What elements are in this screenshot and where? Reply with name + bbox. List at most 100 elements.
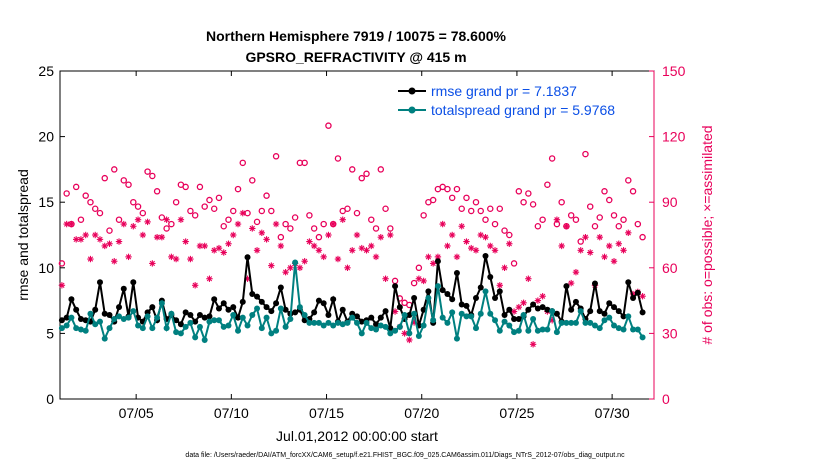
assimilated-obs-point [477, 231, 484, 239]
rmse-point [511, 315, 518, 322]
totalspread-point [77, 326, 84, 333]
possible-obs-point [282, 220, 289, 228]
assimilated-obs-point [625, 229, 632, 237]
assimilated-obs-point [606, 242, 613, 250]
rmse-point [177, 321, 184, 328]
rmse-point [225, 306, 232, 313]
assimilated-obs-point [196, 242, 204, 250]
totalspread-point [239, 314, 246, 321]
assimilated-obs-point [577, 247, 584, 254]
totalspread-point [320, 322, 327, 329]
totalspread-point [206, 318, 213, 325]
rmse-point [182, 309, 189, 316]
rmse-point [444, 291, 451, 298]
rmse-point [411, 294, 418, 301]
possible-obs-point [358, 174, 366, 182]
possible-obs-point [191, 212, 199, 219]
possible-obs-point [239, 159, 247, 167]
assimilated-obs-point [301, 258, 308, 265]
right-y-tick-label: 30 [662, 325, 678, 341]
assimilated-obs-point [144, 218, 151, 226]
rmse-point [515, 315, 522, 322]
totalspread-point [68, 314, 75, 321]
totalspread-point [639, 334, 646, 341]
possible-obs-point [111, 166, 118, 173]
left-y-axis: 0 5 10 15 20 25 [38, 63, 65, 407]
rmse-point [244, 254, 251, 261]
possible-obs-point [134, 203, 142, 210]
totalspread-point [434, 283, 441, 290]
rmse-point [501, 312, 508, 319]
totalspread-point [358, 330, 365, 337]
assimilated-obs-point [58, 282, 66, 289]
rmse-point [406, 312, 413, 319]
assimilated-obs-point [596, 233, 603, 241]
assimilated-obs-point [615, 240, 622, 247]
possible-obs-point [182, 183, 189, 191]
totalspread-point [572, 319, 579, 326]
rmse-point [396, 304, 403, 311]
rmse-point [544, 306, 551, 313]
possible-obs-point [325, 122, 332, 129]
assimilated-obs-point [77, 236, 85, 243]
totalspread-point [501, 318, 508, 325]
totalspread-point [330, 322, 337, 329]
totalspread-point [106, 325, 113, 332]
possible-obs-point [82, 192, 89, 199]
possible-obs-point [234, 185, 242, 193]
assimilated-obs-point [401, 330, 408, 337]
rmse-point [325, 312, 332, 319]
rmse-point [201, 314, 208, 321]
rmse-point [453, 270, 460, 277]
assimilated-obs-point [639, 293, 646, 300]
possible-obs-point [625, 177, 632, 184]
totalspread-point [344, 319, 351, 326]
totalspread-point [287, 315, 294, 322]
rmse-point [639, 309, 646, 316]
possible-obs-point [58, 260, 66, 267]
possible-obs-point [210, 205, 218, 213]
totalspread-point [373, 326, 380, 333]
assimilated-obs-point [353, 231, 361, 239]
assimilated-obs-point [191, 282, 199, 289]
assimilated-obs-point [463, 238, 470, 245]
totalspread-point [487, 310, 494, 317]
totalspread-point [625, 313, 632, 320]
possible-obs-point [525, 190, 532, 197]
assimilated-obs-point [315, 247, 323, 254]
rmse-point [620, 313, 627, 320]
possible-obs-point [572, 216, 580, 223]
possible-obs-point [263, 192, 270, 199]
totalspread-point [596, 325, 603, 332]
possible-obs-point [410, 279, 418, 287]
assimilated-obs-point [372, 253, 380, 261]
possible-obs-point [372, 225, 380, 232]
possible-obs-point [272, 153, 280, 160]
rmse-point [292, 309, 299, 316]
x-tick-label: 07/20 [404, 405, 439, 421]
totalspread-point [111, 315, 118, 322]
totalspread-point [558, 319, 565, 326]
assimilated-obs-point [496, 282, 503, 289]
assimilated-obs-point [296, 264, 304, 271]
rmse-point [254, 293, 261, 300]
chart-title: Northern Hemisphere 7919 / 10075 = 78.60… [206, 28, 507, 44]
possible-obs-point [315, 233, 323, 241]
rmse-point [634, 289, 641, 296]
rmse-point [273, 300, 280, 307]
totalspread-point [354, 319, 360, 326]
totalspread-point [192, 334, 199, 341]
totalspread-point [120, 315, 127, 322]
possible-obs-point [501, 227, 508, 234]
totalspread-point [158, 300, 165, 307]
assimilated-obs-point [310, 242, 318, 250]
totalspread-point [173, 329, 180, 336]
assimilated-obs-point [111, 258, 118, 265]
assimilated-obs-point [158, 233, 166, 241]
assimilated-obs-point [125, 253, 132, 261]
possible-obs-point [482, 216, 489, 223]
rmse-point [525, 306, 532, 313]
totalspread-point [415, 333, 422, 340]
assimilated-obs-point [406, 336, 413, 344]
rmse-point [606, 300, 613, 307]
